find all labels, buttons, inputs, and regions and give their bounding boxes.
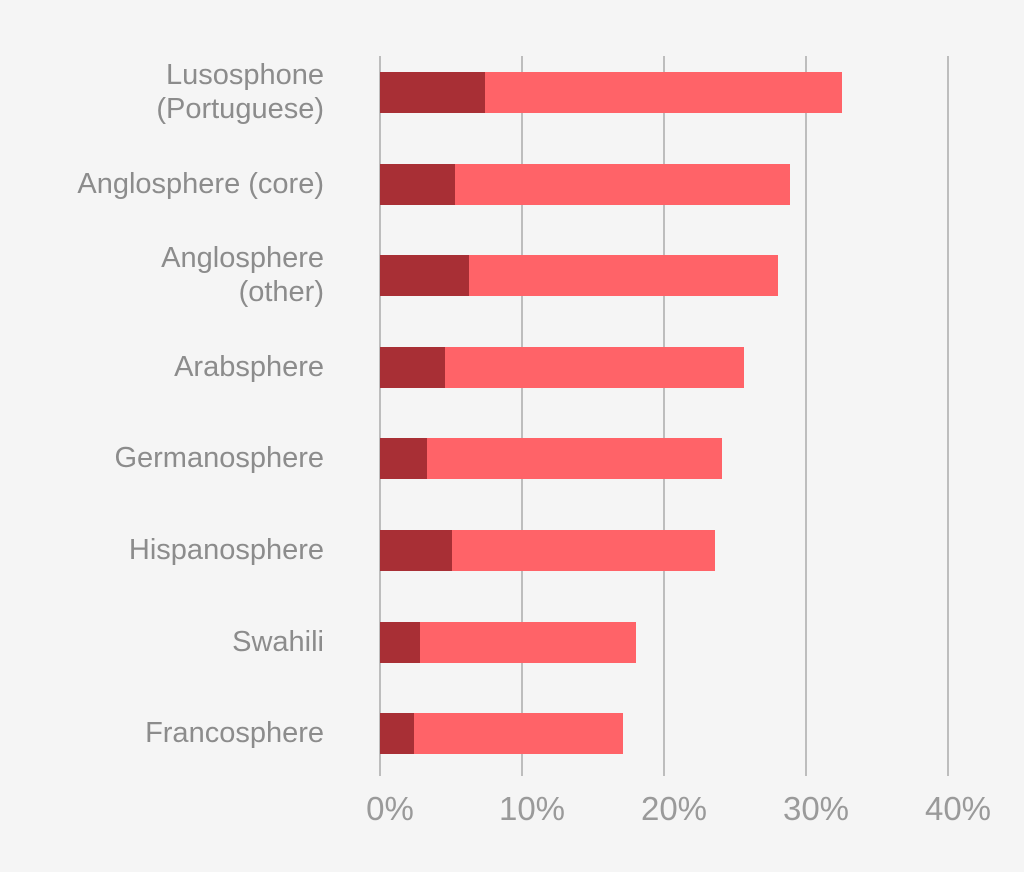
category-label: Francosphere bbox=[145, 717, 324, 750]
bar-dark-segment bbox=[380, 255, 470, 297]
bar bbox=[380, 255, 778, 297]
bar bbox=[380, 713, 623, 755]
bar-dark-segment bbox=[380, 346, 446, 388]
bar-dark-segment bbox=[380, 163, 456, 205]
x-tick-label: 10% bbox=[498, 790, 566, 827]
gridline bbox=[947, 56, 949, 776]
category-label: Anglosphere (core) bbox=[77, 167, 324, 200]
bar bbox=[380, 163, 791, 205]
category-label: Lusosphone (Portuguese) bbox=[156, 59, 324, 125]
gridline bbox=[379, 56, 381, 776]
category-label: Swahili bbox=[232, 625, 324, 658]
category-label: Hispanosphere bbox=[128, 534, 324, 566]
bar-dark-segment bbox=[380, 530, 453, 571]
bar-dark-segment bbox=[380, 713, 415, 755]
bar-dark-segment bbox=[380, 438, 427, 480]
bar-dark-segment bbox=[380, 621, 420, 663]
bar bbox=[380, 530, 716, 571]
category-label: Arabsphere bbox=[174, 350, 324, 383]
bar bbox=[380, 438, 723, 480]
category-label: Germanosphere bbox=[114, 442, 324, 475]
category-label: Anglosphere (other) bbox=[161, 242, 324, 309]
gridline bbox=[663, 56, 665, 776]
x-tick-label: 40% bbox=[924, 790, 992, 827]
bar bbox=[380, 621, 636, 663]
bar bbox=[380, 72, 842, 113]
bar bbox=[380, 346, 744, 388]
bar-dark-segment bbox=[380, 72, 486, 113]
x-tick-label: 0% bbox=[366, 790, 414, 827]
gridline bbox=[805, 56, 807, 776]
x-tick-label: 30% bbox=[782, 790, 850, 827]
x-tick-label: 20% bbox=[640, 790, 708, 827]
gridline bbox=[521, 56, 523, 776]
